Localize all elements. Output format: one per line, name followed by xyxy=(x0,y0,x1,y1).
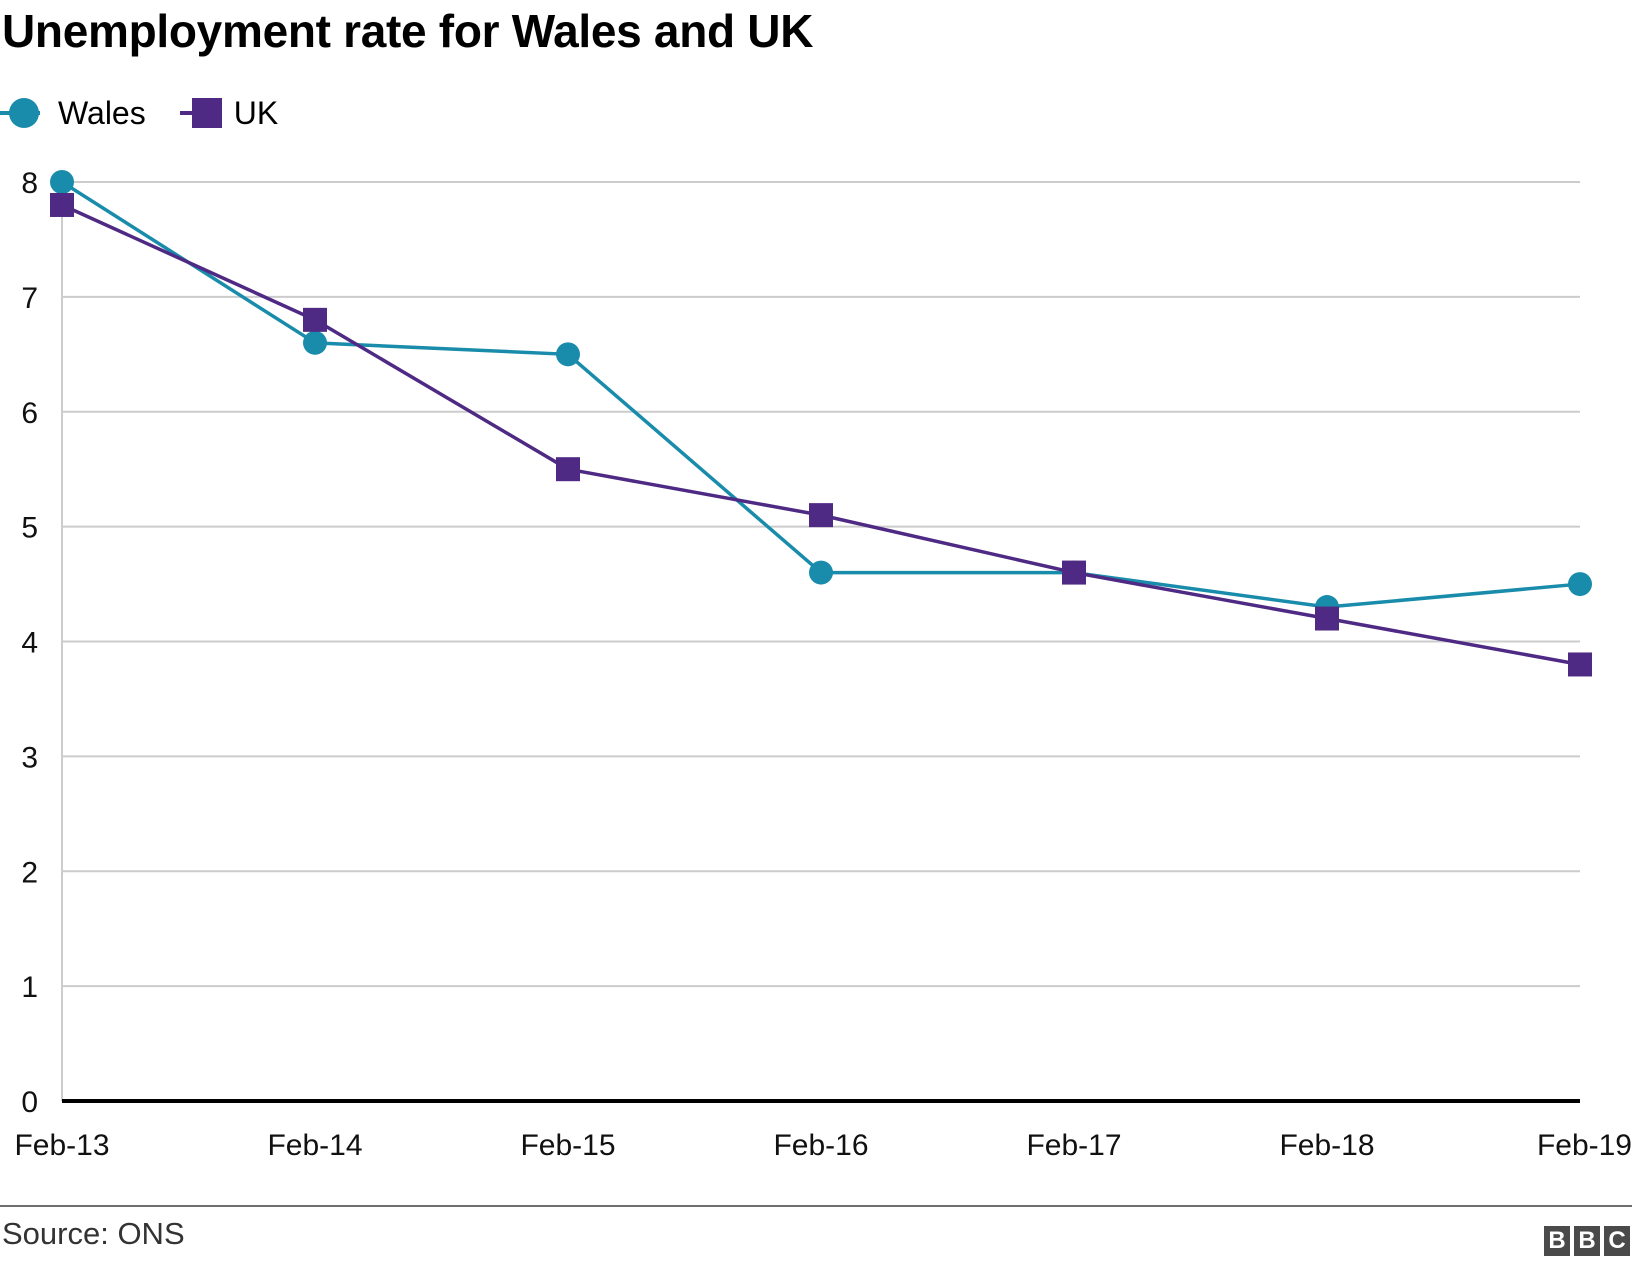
data-point-uk xyxy=(556,457,580,482)
y-tick-label: 2 xyxy=(21,856,38,889)
y-tick-label: 1 xyxy=(21,971,38,1004)
footer-divider xyxy=(0,1205,1632,1207)
y-tick-label: 3 xyxy=(21,741,38,774)
x-tick-label: Feb-15 xyxy=(520,1129,615,1162)
bbc-logo: B B C xyxy=(1544,1226,1630,1256)
x-tick-label: Feb-13 xyxy=(14,1129,109,1162)
legend-item-wales: Wales xyxy=(0,88,146,138)
series-line-uk xyxy=(61,203,1581,667)
legend: Wales UK xyxy=(0,88,308,138)
data-point-uk xyxy=(50,192,74,217)
series-line-wales xyxy=(61,180,1581,609)
y-tick-label: 0 xyxy=(21,1086,38,1119)
x-tick-label: Feb-17 xyxy=(1026,1129,1121,1162)
data-point-uk xyxy=(303,307,327,332)
x-tick-label: Feb-16 xyxy=(773,1129,868,1162)
source-note: Source: ONS xyxy=(2,1216,185,1251)
x-tick-label: Feb-19 xyxy=(1537,1129,1632,1162)
x-tick-label: Feb-18 xyxy=(1279,1129,1374,1162)
square-marker-icon xyxy=(179,98,222,128)
circle-marker-icon xyxy=(0,98,40,128)
data-point-wales xyxy=(809,560,833,585)
data-point-uk xyxy=(1315,606,1339,631)
data-point-uk xyxy=(809,503,833,528)
legend-label-wales: Wales xyxy=(58,94,146,131)
line-chart: 0 1 2 3 4 5 6 7 8 Feb-13 Feb-14 Feb-15 Feb-16 Feb-17 F… xyxy=(14,167,1632,1162)
legend-item-uk: UK xyxy=(176,88,278,138)
y-tick-label: 8 xyxy=(21,167,38,200)
y-tick-label: 4 xyxy=(21,627,38,660)
data-point-uk xyxy=(1062,560,1086,585)
bbc-logo-block: B xyxy=(1544,1226,1570,1256)
bbc-logo-block: B xyxy=(1574,1226,1600,1256)
x-tick-label: Feb-14 xyxy=(267,1129,362,1162)
y-tick-label: 7 xyxy=(21,282,38,315)
data-point-uk xyxy=(1568,652,1592,677)
data-point-wales xyxy=(1568,572,1592,597)
y-tick-label: 6 xyxy=(21,397,38,430)
chart-title: Unemployment rate for Wales and UK xyxy=(2,5,814,57)
data-point-wales xyxy=(50,170,74,194)
data-point-wales xyxy=(556,342,580,367)
y-tick-label: 5 xyxy=(21,512,38,545)
bbc-logo-block: C xyxy=(1604,1226,1630,1256)
data-point-wales xyxy=(303,330,327,355)
legend-label-uk: UK xyxy=(233,94,279,131)
